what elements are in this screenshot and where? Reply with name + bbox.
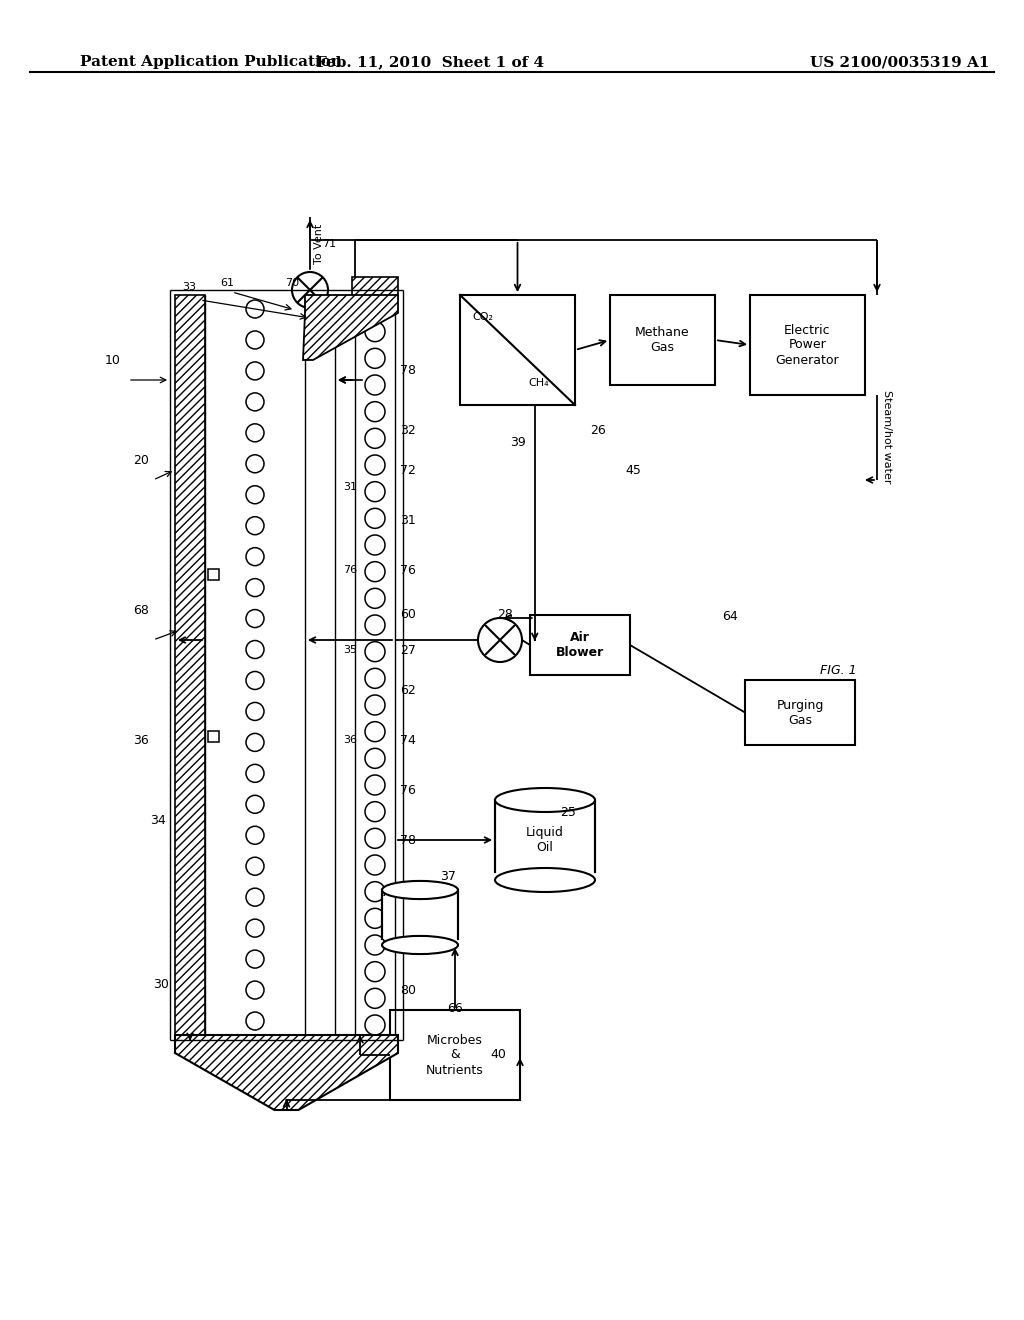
Text: Air
Blower: Air Blower bbox=[556, 631, 604, 659]
Text: 31: 31 bbox=[343, 482, 357, 492]
Text: 36: 36 bbox=[133, 734, 148, 747]
Text: Steam/hot water: Steam/hot water bbox=[882, 391, 892, 483]
Text: 25: 25 bbox=[560, 805, 575, 818]
Text: 64: 64 bbox=[722, 610, 737, 623]
Text: Purging
Gas: Purging Gas bbox=[776, 698, 823, 726]
Text: CH₄: CH₄ bbox=[528, 378, 549, 388]
Text: 26: 26 bbox=[590, 424, 606, 437]
Text: 30: 30 bbox=[153, 978, 169, 991]
Text: 28: 28 bbox=[497, 609, 513, 622]
Text: 20: 20 bbox=[133, 454, 148, 466]
Bar bbox=[175, 294, 205, 1035]
Text: 31: 31 bbox=[400, 513, 416, 527]
Bar bbox=[495, 808, 595, 873]
Text: 40: 40 bbox=[490, 1048, 506, 1061]
Text: To Vent: To Vent bbox=[314, 224, 324, 264]
Polygon shape bbox=[175, 1035, 398, 1110]
Text: FIG. 1: FIG. 1 bbox=[820, 664, 857, 676]
Text: US 2100/0035319 A1: US 2100/0035319 A1 bbox=[810, 55, 990, 69]
Text: Methane
Gas: Methane Gas bbox=[635, 326, 690, 354]
Text: 71: 71 bbox=[322, 239, 336, 249]
Text: Electric
Power
Generator: Electric Power Generator bbox=[776, 323, 840, 367]
Text: 68: 68 bbox=[133, 603, 148, 616]
Text: 66: 66 bbox=[447, 1002, 463, 1015]
Text: 34: 34 bbox=[150, 813, 166, 826]
Text: 36: 36 bbox=[343, 735, 357, 744]
Text: 76: 76 bbox=[343, 565, 357, 576]
Text: 60: 60 bbox=[400, 609, 416, 622]
Text: Microbes
&
Nutrients: Microbes & Nutrients bbox=[426, 1034, 484, 1077]
Text: 33: 33 bbox=[182, 282, 196, 292]
Text: 62: 62 bbox=[400, 684, 416, 697]
Text: Liquid
Oil: Liquid Oil bbox=[526, 826, 564, 854]
Text: 61: 61 bbox=[220, 279, 234, 288]
Bar bbox=[610, 294, 715, 385]
Text: 39: 39 bbox=[510, 437, 525, 450]
Text: 74: 74 bbox=[400, 734, 416, 747]
Bar bbox=[208, 569, 219, 579]
Ellipse shape bbox=[382, 936, 458, 954]
Text: 78: 78 bbox=[400, 363, 416, 376]
Bar bbox=[750, 294, 865, 395]
Bar bbox=[745, 680, 855, 744]
Bar bbox=[530, 615, 630, 675]
Text: 27: 27 bbox=[400, 644, 416, 656]
Text: 32: 32 bbox=[400, 424, 416, 437]
Ellipse shape bbox=[495, 788, 595, 812]
Bar bbox=[208, 731, 219, 742]
Ellipse shape bbox=[382, 880, 458, 899]
Bar bbox=[352, 1035, 398, 1057]
Bar bbox=[382, 896, 458, 939]
Bar bbox=[460, 294, 575, 405]
Text: 78: 78 bbox=[400, 833, 416, 846]
Text: Patent Application Publication: Patent Application Publication bbox=[80, 55, 342, 69]
Text: 37: 37 bbox=[440, 870, 456, 883]
Polygon shape bbox=[303, 294, 398, 360]
Text: 72: 72 bbox=[400, 463, 416, 477]
Text: 80: 80 bbox=[400, 983, 416, 997]
Text: 45: 45 bbox=[625, 463, 641, 477]
Ellipse shape bbox=[495, 869, 595, 892]
Text: 76: 76 bbox=[400, 784, 416, 796]
Text: CO₂: CO₂ bbox=[472, 312, 493, 322]
Text: 35: 35 bbox=[343, 645, 357, 655]
Text: Feb. 11, 2010  Sheet 1 of 4: Feb. 11, 2010 Sheet 1 of 4 bbox=[316, 55, 544, 69]
Text: 10: 10 bbox=[105, 354, 121, 367]
Text: 70: 70 bbox=[285, 279, 299, 288]
Bar bbox=[352, 277, 398, 300]
Bar bbox=[390, 1010, 520, 1100]
Text: 76: 76 bbox=[400, 564, 416, 577]
